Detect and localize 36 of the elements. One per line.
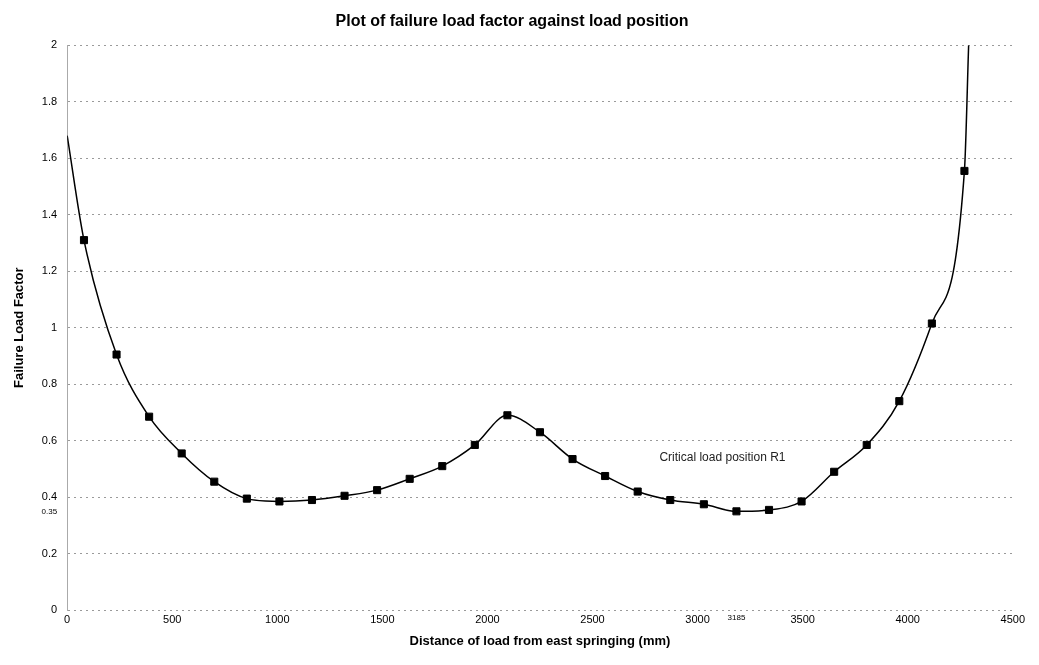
- y-tick-label: 2: [51, 38, 58, 51]
- chart-title: Plot of failure load factor against load position: [335, 12, 689, 30]
- x-tick-label: 1000: [265, 612, 290, 625]
- point: [797, 497, 806, 506]
- x-tick-label: 4000: [895, 612, 920, 625]
- y-tick-label: 1.4: [41, 207, 58, 220]
- x-tick-label: 3500: [790, 612, 815, 625]
- y-tick-label: 1.8: [41, 94, 58, 107]
- x-tick-label: 500: [163, 612, 182, 625]
- point: [960, 166, 969, 175]
- y-tick-label: 0.6: [41, 433, 58, 446]
- y-tick-label: 1.6: [41, 151, 58, 164]
- y-axis-title: Failure Load Factor: [11, 267, 27, 389]
- y-tick-label: 0: [51, 603, 58, 616]
- y-tick-label: 1: [51, 320, 58, 333]
- point: [633, 487, 642, 496]
- x-axis-title: Distance of load from east springing (mm): [409, 632, 671, 648]
- y-tick-label: 0.35: [41, 506, 58, 516]
- x-tick-label: 2000: [475, 612, 500, 625]
- x-tick-label: 0: [64, 612, 71, 625]
- x-tick-label: 2500: [580, 612, 605, 625]
- x-tick-label: 3000: [685, 612, 710, 625]
- y-tick-label: 0.2: [41, 546, 58, 559]
- y-tick-label: 0.4: [41, 490, 58, 503]
- point: [275, 497, 284, 506]
- point: [503, 411, 512, 420]
- annotation: Critical load position R1: [659, 449, 786, 464]
- point: [340, 491, 349, 500]
- x-tick-label: 4500: [1000, 612, 1026, 625]
- x-tick-label: 3185: [727, 613, 746, 623]
- y-tick-label: 0.8: [41, 377, 58, 390]
- point: [732, 507, 741, 516]
- point: [242, 494, 251, 503]
- point: [112, 350, 121, 359]
- x-tick-label: 1500: [370, 612, 395, 625]
- y-tick-label: 1.2: [41, 264, 58, 277]
